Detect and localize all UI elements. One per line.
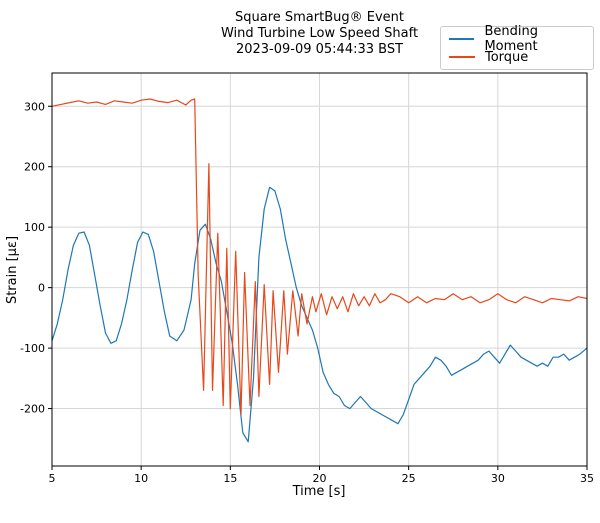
chart-title-line-1: Square SmartBug® Event (234, 10, 404, 25)
legend: Bending Moment Torque (440, 24, 594, 70)
x-tick-label: 35 (580, 472, 594, 485)
x-tick-label: 15 (223, 472, 237, 485)
y-tick-label: 0 (38, 282, 45, 295)
legend-swatch-torque (449, 56, 475, 58)
y-tick-label: 300 (24, 100, 45, 113)
series-layer (51, 98, 588, 443)
x-tick-label: 30 (491, 472, 505, 485)
y-tick-label: -200 (20, 403, 45, 416)
y-tick-label: 200 (24, 161, 45, 174)
x-tick-label: 5 (49, 472, 56, 485)
x-tick-label: 25 (402, 472, 416, 485)
legend-label-torque: Torque (485, 49, 529, 65)
legend-label-bending: Bending Moment (484, 24, 538, 54)
y-tick-label: -100 (20, 342, 45, 355)
x-tick-label: 10 (134, 472, 148, 485)
y-axis-label: Strain [με] (5, 236, 20, 304)
legend-item-bending: Bending Moment (449, 24, 593, 54)
series-line-bending-moment (51, 186, 588, 443)
chart-title-line-3: 2023-09-09 05:44:33 BST (235, 42, 404, 57)
legend-swatch-bending (449, 38, 475, 40)
x-axis-label: Time [s] (292, 484, 346, 499)
axis-ticks: 5 10 15 20 25 30 35 -200 -100 0 100 200 300 (20, 100, 594, 485)
x-tick-label: 20 (313, 472, 327, 485)
legend-item-torque: Torque (449, 49, 528, 65)
y-tick-label: 100 (24, 221, 45, 234)
chart-title-line-2: Wind Turbine Low Speed Shaft (220, 26, 419, 41)
series-line-torque (51, 98, 588, 416)
